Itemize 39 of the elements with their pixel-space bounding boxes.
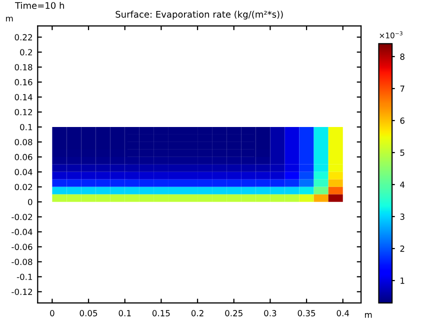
color-bar-label: 4	[400, 182, 405, 188]
y-tick-label: 0.14	[14, 94, 32, 100]
y-tick-label: -0.1	[16, 274, 32, 280]
x-tick-label: 0.4	[336, 310, 350, 316]
chart-title: Surface: Evaporation rate (kg/(m²*s))	[116, 10, 283, 20]
y-tick-label: 0	[28, 198, 32, 206]
x-tick-label: 0.05	[80, 310, 98, 316]
x-tick-label: 0.15	[152, 310, 170, 316]
color-bar-label: 5	[400, 150, 404, 156]
y-axis-title: m	[6, 16, 13, 22]
color-bar-label: 7	[400, 86, 404, 92]
y-tick-label: 0.12	[14, 109, 32, 116]
x-tick-label: 0.3	[264, 310, 276, 316]
y-tick-label: -0.02	[12, 214, 32, 220]
y-tick-label: 0.16	[14, 79, 32, 86]
y-tick-label: -0.08	[12, 258, 32, 266]
color-bar-label: 6	[400, 118, 404, 124]
y-tick-label: -0.12	[12, 288, 32, 295]
color-bar-label: 2	[400, 246, 404, 252]
chart-subtitle: Time=10 h	[14, 2, 64, 9]
x-axis-title: m	[365, 313, 372, 318]
y-tick-label: 0.02	[14, 184, 32, 190]
y-tick-label: 0.08	[14, 138, 32, 146]
x-tick-label: 0	[50, 310, 54, 316]
y-tick-label: 0.1	[20, 124, 32, 130]
x-tick-label: 0.1	[118, 310, 131, 316]
y-tick-label: 0.18	[14, 64, 32, 70]
y-tick-label: 0.22	[14, 34, 32, 40]
color-bar-label: 3	[400, 214, 404, 220]
color-bar-label: 1	[400, 278, 404, 284]
x-tick-label: 0.25	[225, 310, 242, 316]
color-bar-label: 8	[400, 54, 404, 60]
y-tick-label: -0.04	[12, 228, 32, 236]
y-tick-label: 0.06	[14, 154, 32, 160]
x-tick-label: 0.2	[191, 310, 204, 316]
y-tick-label: 0.2	[20, 49, 32, 56]
y-tick-label: -0.06	[12, 244, 32, 250]
x-tick-label: 0.35	[298, 310, 316, 316]
y-tick-label: 0.04	[14, 168, 32, 176]
